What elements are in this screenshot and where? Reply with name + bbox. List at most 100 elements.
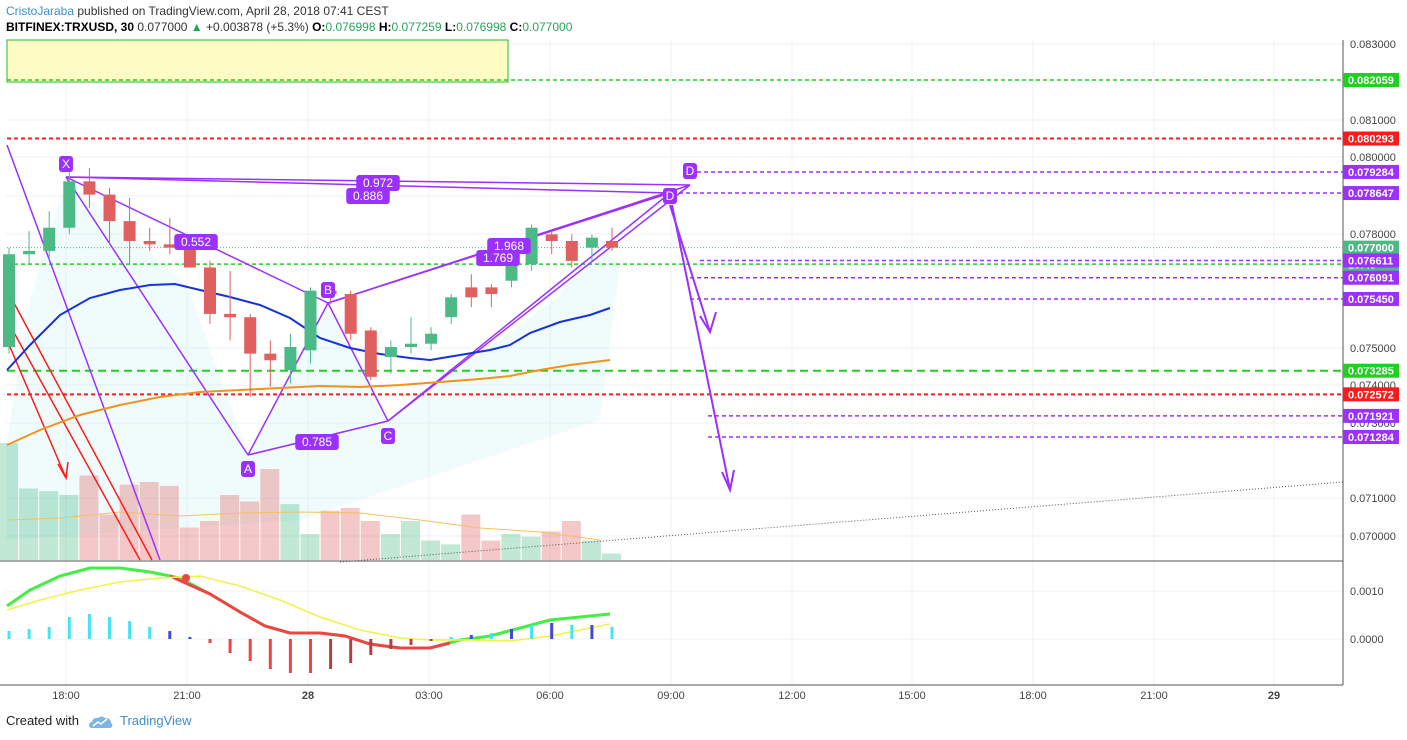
candle-body: [545, 234, 558, 241]
price-label-bg: [1343, 73, 1399, 87]
price-label-bg: [1343, 291, 1399, 306]
candle-body: [384, 347, 397, 357]
volume-bar: [380, 534, 400, 560]
histogram-bar: [188, 637, 192, 639]
projection-arrow-head: [699, 311, 717, 335]
price-label-bg: [1343, 387, 1399, 402]
histogram-bar: [449, 637, 453, 639]
volume-bar: [119, 484, 139, 560]
candle-body: [525, 227, 538, 265]
candle-body: [485, 287, 498, 295]
created-with-text: Created with: [6, 713, 79, 728]
price-label: 0.071284: [1348, 432, 1395, 444]
close-value: 0.077000: [522, 20, 573, 34]
point-a-label-bg: [241, 461, 255, 477]
point-b-label: B: [324, 283, 332, 297]
red-arrow-head: [57, 461, 69, 481]
price-label: 0.080293: [1348, 134, 1394, 146]
histogram-bar: [349, 639, 353, 663]
point-c-label-bg: [381, 428, 395, 444]
symbol-label[interactable]: BITFINEX:TRXUSD, 30: [6, 20, 135, 34]
candle-body: [304, 290, 317, 351]
candle-body: [143, 240, 156, 245]
x-tick-label: 21:00: [1140, 690, 1168, 702]
histogram-bar: [389, 639, 393, 649]
x-tick-label: 09:00: [657, 690, 685, 702]
price-label: 0.072572: [1348, 389, 1394, 401]
open-label: O:: [312, 20, 326, 34]
histogram-bar: [228, 639, 232, 653]
histogram-bar: [248, 639, 252, 661]
author-name[interactable]: CristoJaraba: [6, 4, 75, 18]
x-tick-label: 18:00: [52, 690, 80, 702]
candle-body: [465, 287, 478, 298]
histogram-bar: [27, 629, 31, 639]
chart-header: CristoJaraba published on TradingView.co…: [6, 3, 572, 35]
time-axis: 18:00 21:00 28 03:00 06:00 09:00 12:00 15:00 18:…: [52, 690, 1280, 702]
price-label-bg: [1343, 240, 1399, 255]
histogram-bar: [550, 623, 554, 639]
candle-body: [344, 294, 357, 334]
low-label: L:: [444, 20, 457, 34]
volume-bar: [179, 527, 199, 560]
histogram-bar: [288, 639, 292, 673]
y-tick-label: 0.081000: [1350, 115, 1396, 127]
volume-bar: [280, 504, 300, 560]
ema-fast-line: [6, 282, 611, 371]
high-value: 0.077259: [391, 20, 442, 34]
histogram-bar: [67, 617, 71, 639]
x-tick-label: 18:00: [1019, 690, 1047, 702]
candle-body: [103, 194, 116, 222]
point-b-label-bg: [321, 282, 335, 298]
histogram-bar: [108, 617, 111, 639]
x-tick-label: 28: [302, 690, 314, 702]
histogram-bar: [409, 639, 413, 645]
red-trendline: [6, 289, 153, 561]
volume-bar: [481, 540, 501, 560]
volume-bar: [139, 482, 159, 560]
y-tick-label: 0.078000: [1350, 229, 1396, 241]
price-label: 0.076611: [1348, 256, 1393, 268]
trend-dotted-line: [339, 481, 1344, 563]
price-label: 0.071921: [1348, 411, 1394, 423]
ratio-label: 0.972: [363, 176, 393, 190]
histogram-bar: [610, 627, 614, 639]
x-tick-label: 21:00: [173, 690, 201, 702]
candle-body: [264, 353, 277, 361]
histogram-bar: [309, 639, 312, 673]
ema-slow-line: [6, 359, 611, 446]
published-text: published on TradingView.com, April 28, …: [77, 4, 389, 18]
histogram-bar: [47, 627, 51, 639]
x-tick-label: 06:00: [536, 690, 564, 702]
volume-bar: [421, 540, 441, 560]
x-tick-label: 29: [1268, 690, 1280, 702]
tradingview-link[interactable]: TradingView: [120, 713, 192, 728]
oscillator-signal: [6, 575, 611, 642]
price-label: 0.077000: [1348, 243, 1394, 255]
oscillator-pane: [6, 566, 614, 673]
price-label-bg: [1343, 270, 1399, 285]
candle-body: [244, 317, 257, 354]
volume-bar: [320, 510, 340, 560]
cross-marker: [182, 574, 190, 582]
volume-bar: [99, 514, 119, 560]
histogram-bar: [510, 629, 513, 639]
histogram-bar: [128, 621, 132, 639]
histogram-bar: [489, 633, 493, 639]
candle-body: [63, 181, 76, 228]
price-label: 0.073285: [1348, 366, 1394, 378]
x-tick-label: 12:00: [778, 690, 806, 702]
volume-bar: [39, 491, 59, 560]
ratio-label-bg: [476, 250, 520, 266]
drawing-zones: [6, 39, 620, 540]
histogram-bar: [369, 639, 373, 655]
footer: Created with TradingView: [6, 713, 192, 729]
volume-bar: [220, 495, 240, 560]
histogram-bar: [570, 625, 574, 639]
volume-bar: [0, 443, 18, 560]
price-label-bg: [1343, 363, 1399, 378]
candle-body: [405, 343, 417, 348]
ratio-label-bg: [295, 434, 339, 450]
